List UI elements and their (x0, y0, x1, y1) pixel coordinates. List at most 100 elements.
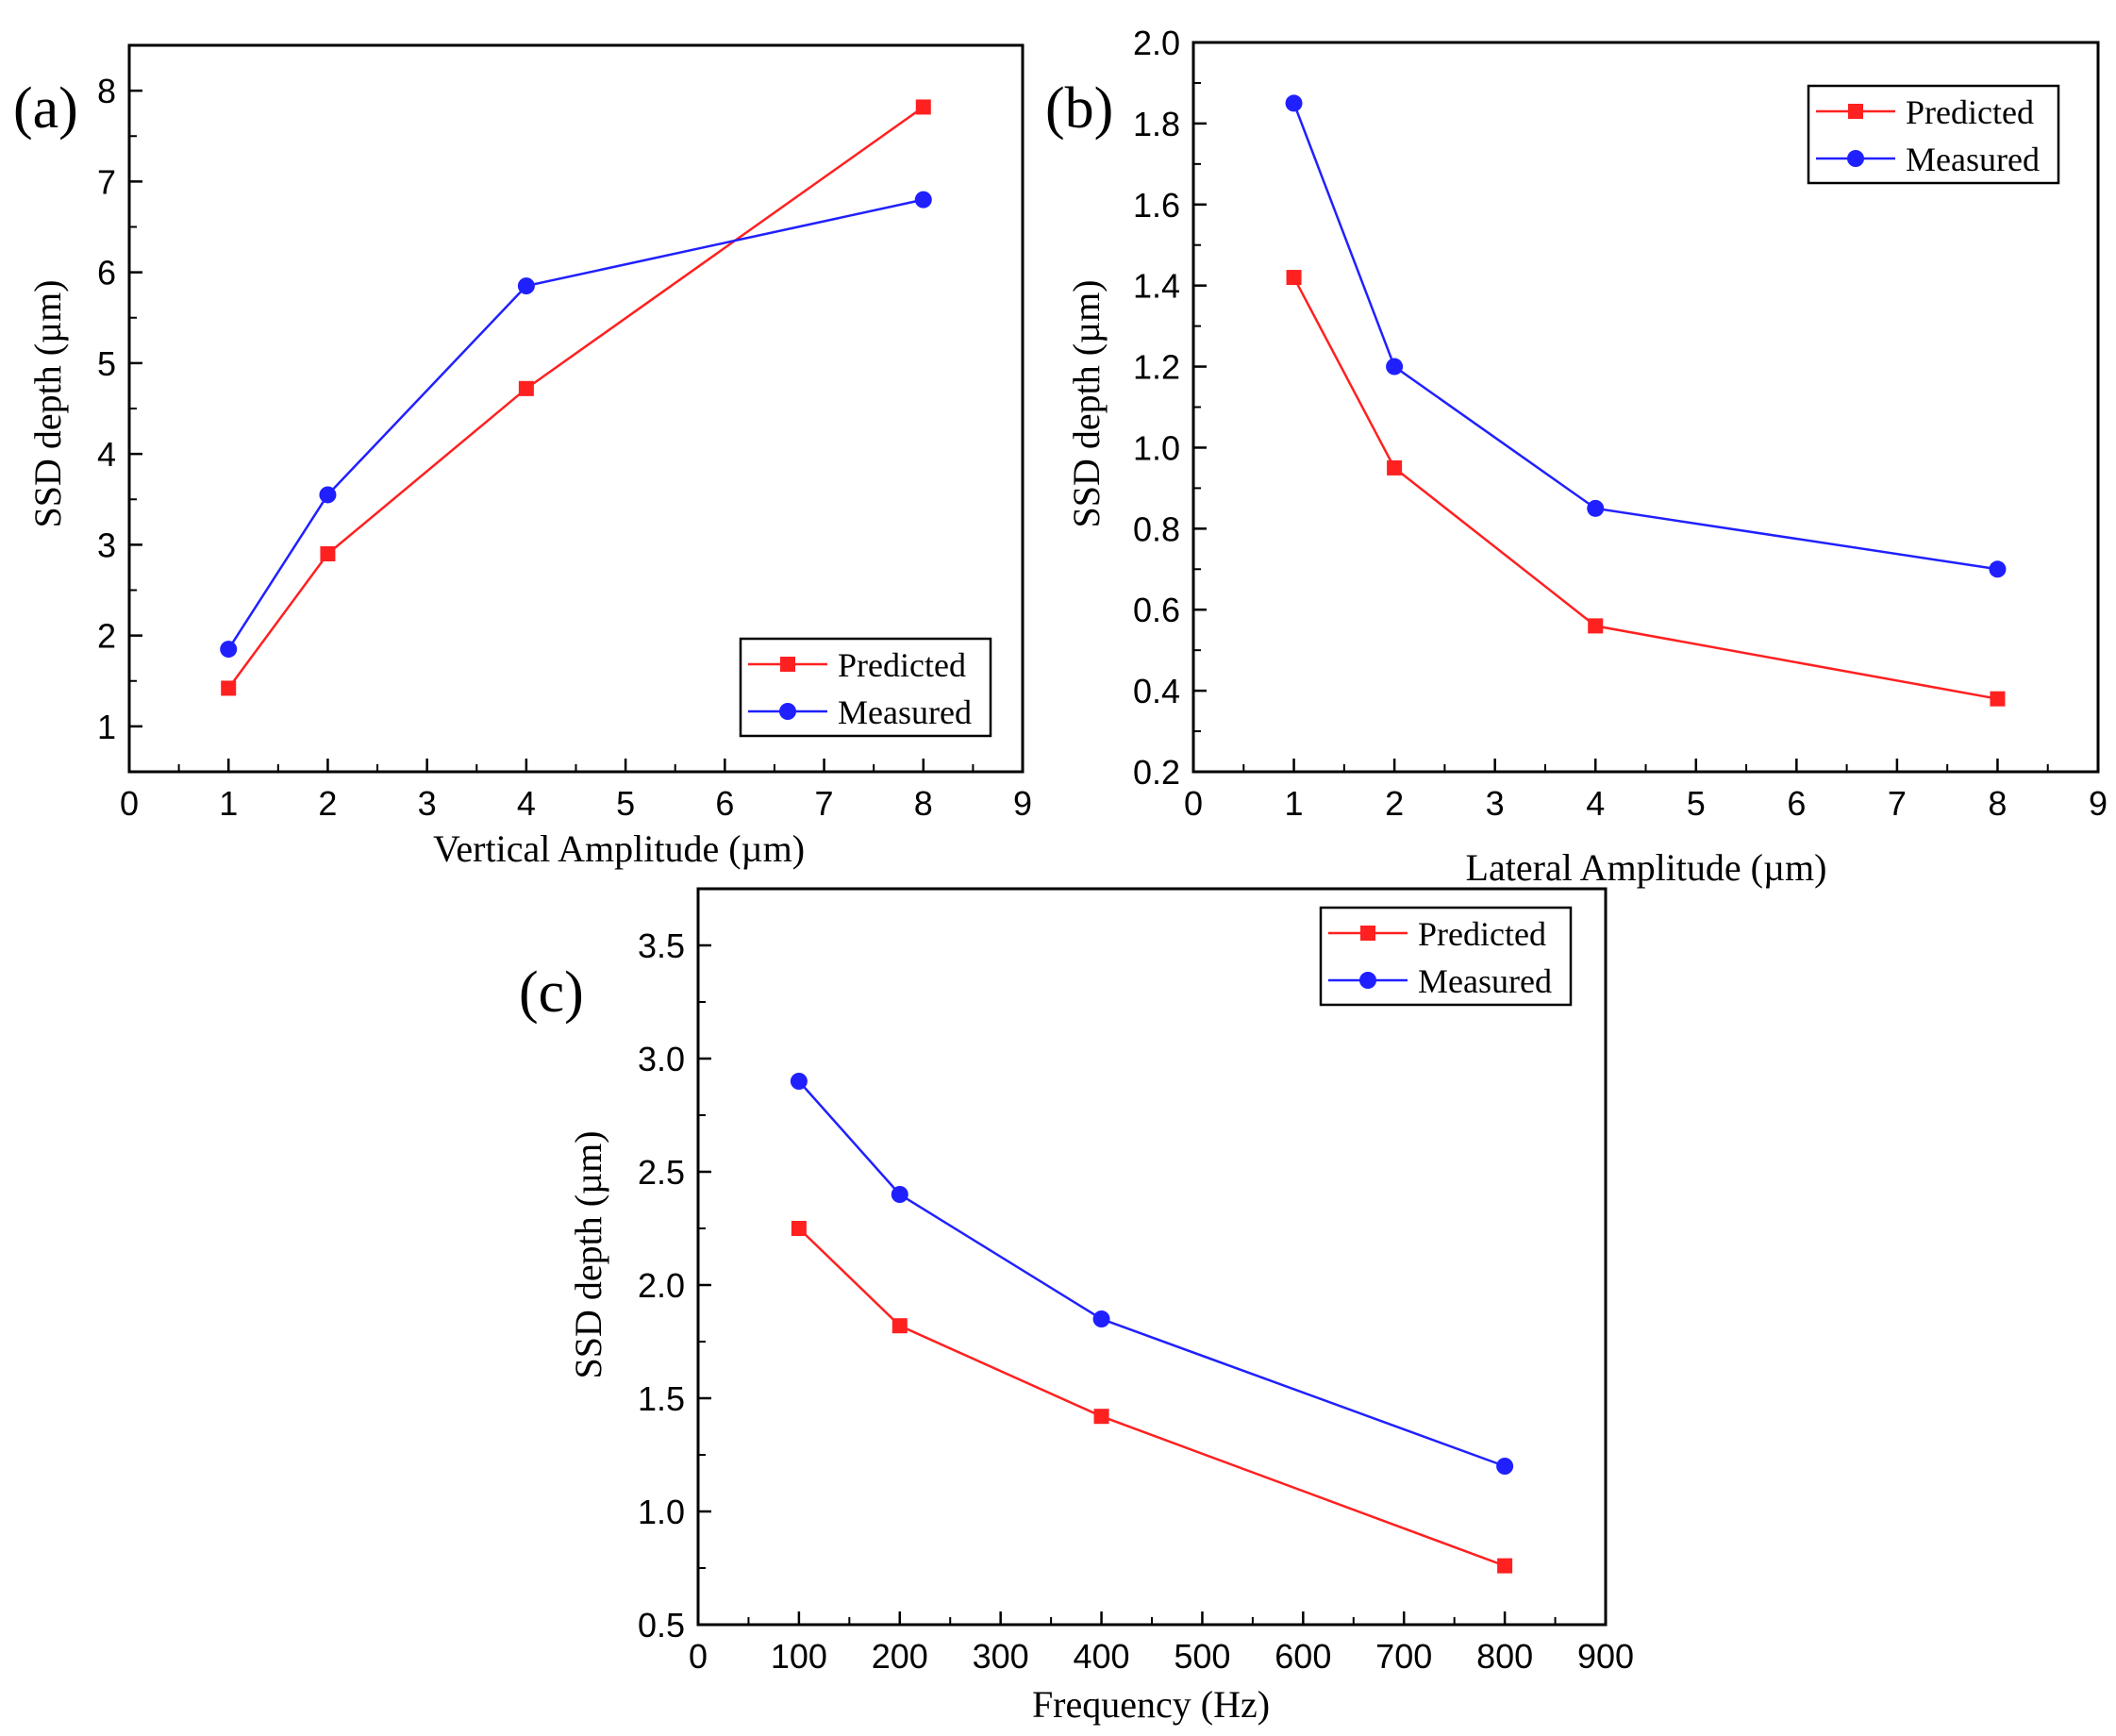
legend-marker-measured (1847, 150, 1864, 167)
legend-marker-predicted (1360, 926, 1375, 941)
legend-label-predicted: Predicted (1906, 93, 2034, 131)
x-tick-label: 3 (1486, 784, 1505, 823)
y-tick-label: 1.2 (1133, 348, 1180, 387)
x-axis-title: Lateral Amplitude (µm) (1466, 846, 1827, 889)
legend-label-predicted: Predicted (1418, 915, 1546, 953)
x-axis-title: Frequency (Hz) (1032, 1683, 1270, 1726)
series-line-predicted (1292, 276, 1998, 700)
y-tick-label: 1.5 (638, 1379, 685, 1418)
x-tick-label: 1 (219, 784, 238, 823)
data-point-predicted (1497, 1558, 1513, 1574)
x-tick-label: 0 (120, 784, 139, 823)
x-tick-label: 600 (1275, 1637, 1331, 1676)
data-point-measured (1092, 1310, 1110, 1327)
x-tick-label: 0 (1184, 784, 1203, 823)
x-tick-label: 4 (517, 784, 536, 823)
y-tick-label: 2.5 (638, 1153, 685, 1192)
y-tick-label: 8 (97, 72, 116, 110)
series-line-predicted (798, 1227, 1506, 1567)
data-point-measured (1989, 560, 2007, 578)
data-point-predicted (1387, 459, 1403, 476)
y-axis-title: SSD depth (µm) (1065, 279, 1108, 527)
x-tick-label: 5 (1687, 784, 1706, 823)
panel-label: (c) (519, 960, 584, 1025)
x-tick-label: 500 (1174, 1637, 1230, 1676)
y-tick-label: 0.2 (1133, 753, 1180, 792)
panel-label: (b) (1045, 76, 1113, 141)
y-tick-label: 1.8 (1133, 105, 1180, 143)
x-tick-label: 2 (1385, 784, 1404, 823)
data-point-predicted (891, 1318, 908, 1334)
data-point-predicted (320, 546, 336, 561)
legend-box (1319, 906, 1573, 1007)
legend-label-measured: Measured (1906, 141, 2040, 178)
x-tick-label: 3 (418, 784, 437, 823)
legend-marker-predicted (780, 657, 795, 672)
y-tick-label: 0.6 (1133, 591, 1180, 629)
data-point-measured (914, 191, 932, 209)
x-tick-label: 7 (815, 784, 834, 823)
legend-label-predicted: Predicted (838, 646, 966, 684)
x-tick-label: 700 (1375, 1637, 1432, 1676)
x-tick-label: 6 (715, 784, 734, 823)
x-tick-label: 9 (1013, 784, 1032, 823)
y-axis-title: SSD depth (µm) (567, 1130, 609, 1378)
data-point-predicted (791, 1221, 807, 1236)
data-point-measured (220, 641, 238, 659)
y-tick-label: 4 (97, 435, 116, 474)
legend: Predicted Measured (1807, 84, 2060, 185)
y-tick-label: 1.4 (1133, 267, 1180, 306)
x-tick-label: 5 (616, 784, 635, 823)
data-point-measured (891, 1186, 908, 1203)
y-tick-label: 0.8 (1133, 509, 1180, 548)
y-tick-label: 5 (97, 344, 116, 383)
y-tick-label: 6 (97, 254, 116, 292)
x-tick-label: 8 (914, 784, 933, 823)
series-line-measured (1292, 102, 1998, 571)
legend: Predicted Measured (739, 637, 992, 738)
x-tick-label: 8 (1988, 784, 2007, 823)
y-tick-label: 0.4 (1133, 672, 1180, 710)
x-tick-label: 2 (318, 784, 337, 823)
legend-box (739, 637, 992, 738)
x-tick-label: 1 (1285, 784, 1304, 823)
y-tick-label: 7 (97, 162, 116, 201)
y-tick-label: 1.0 (1133, 428, 1180, 467)
x-tick-label: 9 (2089, 784, 2108, 823)
y-tick-label: 3 (97, 526, 116, 564)
data-point-measured (319, 486, 337, 504)
panel-label: (a) (13, 76, 78, 141)
data-point-predicted (1990, 691, 2006, 707)
chart-panel-c: 0 100 200 300 400 500 600 700 800 900 0.5 1.0 1.5 2.0… (519, 887, 1634, 1726)
y-tick-label: 1.6 (1133, 186, 1180, 225)
x-tick-label: 900 (1577, 1637, 1634, 1676)
x-axis-title: Vertical Amplitude (µm) (433, 827, 805, 870)
series-line-predicted (227, 106, 925, 690)
y-tick-label: 3.5 (638, 926, 685, 965)
x-tick-label: 0 (689, 1637, 708, 1676)
x-tick-label: 7 (1888, 784, 1907, 823)
x-tick-label: 800 (1476, 1637, 1533, 1676)
legend-marker-measured (1359, 972, 1376, 989)
series-line-measured (227, 198, 925, 650)
legend-label-measured: Measured (1418, 962, 1552, 1000)
legend-box (1807, 84, 2060, 185)
data-point-measured (1587, 499, 1605, 517)
data-point-measured (790, 1073, 808, 1090)
y-axis-title: SSD depth (µm) (26, 279, 69, 527)
data-point-measured (1285, 94, 1303, 112)
data-point-measured (1496, 1458, 1514, 1475)
series-line-measured (797, 1080, 1506, 1468)
x-tick-label: 300 (973, 1637, 1029, 1676)
data-point-predicted (221, 680, 237, 696)
x-tick-label: 6 (1787, 784, 1806, 823)
legend-label-measured: Measured (838, 693, 972, 731)
data-point-predicted (915, 99, 931, 115)
y-tick-label: 0.5 (638, 1606, 685, 1644)
legend-marker-predicted (1848, 104, 1863, 119)
legend: Predicted Measured (1319, 906, 1573, 1007)
data-point-predicted (1286, 270, 1302, 286)
legend-marker-measured (779, 703, 796, 720)
y-tick-label: 2.0 (638, 1266, 685, 1305)
